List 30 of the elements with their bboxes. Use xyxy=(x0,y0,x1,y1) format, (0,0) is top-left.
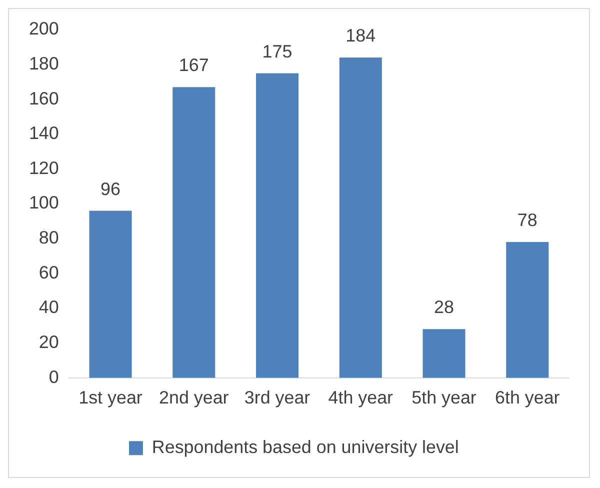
bar xyxy=(506,242,549,378)
bar xyxy=(172,87,216,378)
legend-label: Respondents based on university level xyxy=(152,437,459,458)
data-label: 78 xyxy=(517,210,538,230)
y-tick-label: 100 xyxy=(28,192,59,213)
x-tick-label: 5th year xyxy=(412,387,476,408)
y-tick-label: 0 xyxy=(48,366,59,387)
y-tick-label: 200 xyxy=(28,18,59,39)
y-tick-label: 120 xyxy=(28,158,59,178)
data-label: 167 xyxy=(178,55,209,76)
y-tick-label: 20 xyxy=(38,332,59,352)
bar xyxy=(339,58,382,378)
bar xyxy=(89,210,132,378)
y-tick-label: 180 xyxy=(28,53,59,74)
data-label: 96 xyxy=(100,178,121,199)
data-label: 175 xyxy=(262,41,292,62)
x-tick-label: 4th year xyxy=(328,387,394,408)
y-tick-label: 140 xyxy=(28,123,59,144)
data-label: 184 xyxy=(346,26,376,46)
y-tick-label: 80 xyxy=(38,228,59,248)
x-tick-label: 6th year xyxy=(494,387,560,408)
bar xyxy=(422,329,466,378)
bar xyxy=(256,73,299,378)
y-tick-label: 60 xyxy=(38,262,59,282)
y-tick-label: 160 xyxy=(28,88,59,108)
x-tick-label: 2nd year xyxy=(158,387,229,408)
x-tick-label: 1st year xyxy=(78,387,142,408)
data-label: 28 xyxy=(434,297,454,318)
y-tick-label: 40 xyxy=(38,297,59,318)
x-tick-label: 3rd year xyxy=(244,387,310,408)
